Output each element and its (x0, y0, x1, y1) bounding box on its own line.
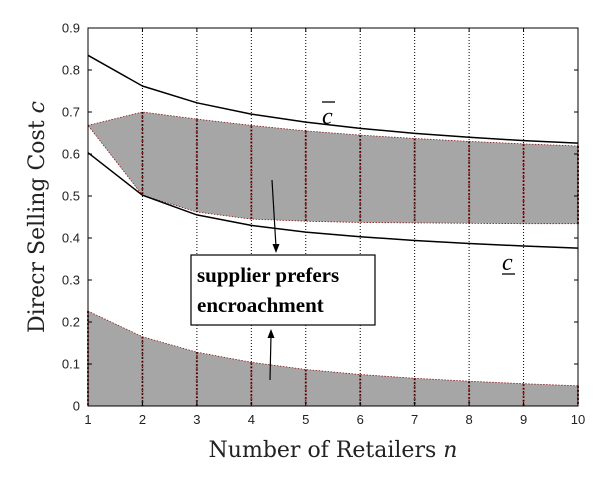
region-2-upper-edge (87, 310, 579, 387)
curves (87, 54, 579, 249)
x-tick-label: 3 (193, 412, 200, 427)
y-tick-label: 0.4 (62, 231, 80, 246)
y-tick-label: 0.6 (62, 147, 80, 162)
y-tick-label: 0 (73, 399, 80, 414)
annotation-box: supplier prefers encroachment (190, 254, 376, 326)
y-axis-label: Direcr Selling Cost c (25, 101, 50, 333)
region-1-upper-edge (87, 111, 579, 147)
region-1-lower-edge (87, 125, 578, 225)
curve-upper (87, 54, 579, 144)
x-tick-label: 7 (411, 412, 418, 427)
plot-frame (87, 27, 579, 407)
x-tick-label: 1 (84, 412, 91, 427)
region-2-fill (88, 311, 578, 406)
annotation-arrows (267, 179, 280, 381)
curve-lower (87, 152, 579, 249)
x-tick-label: 2 (139, 412, 146, 427)
region-1-fill (88, 112, 578, 224)
y-tick-label: 0.1 (62, 357, 80, 372)
x-axis-label: Number of Retailers n (209, 438, 458, 463)
x-tick-label: 5 (302, 412, 309, 427)
x-tick-label: 6 (357, 412, 364, 427)
x-tick-label: 4 (248, 412, 255, 427)
y-tick-label: 0.8 (62, 63, 80, 78)
y-tick-label: 0.3 (62, 273, 80, 288)
y-tick-label: 0.2 (62, 315, 80, 330)
annotation-line-1: supplier prefers (197, 263, 339, 287)
x-tick-label: 10 (571, 412, 585, 427)
y-tick-label: 0.7 (62, 105, 80, 120)
x-tick-label: 9 (520, 412, 527, 427)
axis-ticks: 1 2 3 4 5 6 7 8 9 10 0 0.1 0.2 0.3 0.4 0.5 0.6 0.7 0.8 0.9 (62, 21, 585, 428)
grid-lines (141, 28, 525, 406)
y-tick-label: 0.9 (62, 21, 80, 36)
x-tick-label: 8 (465, 412, 472, 427)
curve-label-upper: c (322, 104, 333, 130)
annotation-line-2: encroachment (197, 293, 324, 317)
y-tick-label: 0.5 (62, 189, 80, 204)
curve-label-lower: c (502, 250, 513, 276)
